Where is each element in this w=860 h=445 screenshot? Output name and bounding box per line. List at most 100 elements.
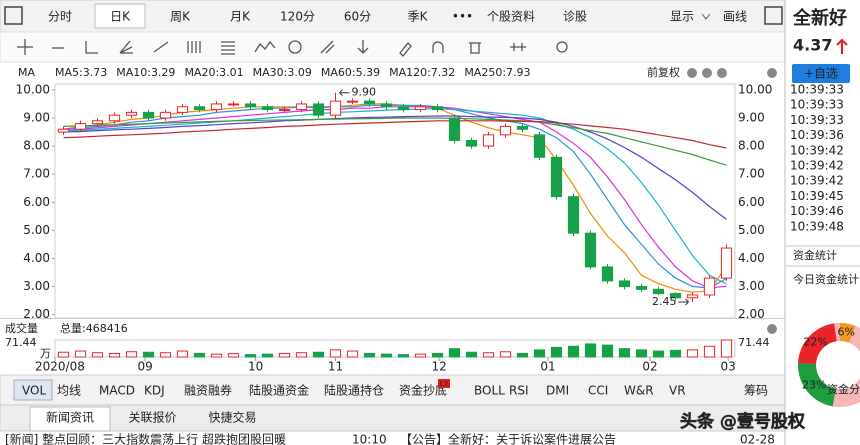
donut-label: 6% (837, 326, 854, 339)
candle-body (125, 111, 138, 116)
volume-bar (703, 345, 716, 358)
period-tab[interactable]: 季K (408, 10, 429, 24)
legend-entry: MA20:3.01 (184, 66, 243, 79)
donut-segment (798, 323, 837, 364)
zoom-button[interactable] (717, 68, 727, 78)
period-tab[interactable]: 120分 (280, 10, 315, 24)
y-tick-label-right: 10.00 (738, 82, 772, 96)
volume-bar (295, 352, 308, 358)
donut-segment (840, 323, 856, 343)
legend-entry: MA5:3.73 (55, 66, 107, 79)
candle-body (482, 134, 495, 147)
draw-toolbar (0, 31, 786, 63)
trade-time: 10:39:42 (790, 174, 844, 188)
add-watchlist[interactable]: +自选 (804, 67, 838, 81)
candle-body (584, 232, 597, 268)
notice-title[interactable]: 【公告】全新好：关于诉讼案件进展公告 (400, 432, 616, 445)
trade-time: 10:39:33 (790, 83, 844, 97)
period-tab[interactable]: 60分 (344, 10, 371, 24)
x-tick-label: 09 (137, 360, 152, 374)
donut-label: 22% (803, 336, 827, 349)
min-label: 2.45 (652, 295, 677, 308)
max-label: 9.90 (352, 86, 377, 99)
stock-price: 4.37 (793, 36, 832, 55)
period-tab[interactable]: 日K (110, 10, 131, 24)
news-tab[interactable]: 关联报价 (128, 410, 176, 425)
trade-time: 10:39:48 (790, 219, 844, 233)
badge: L2 (440, 380, 448, 388)
candle-body (57, 128, 70, 133)
volume-bar (193, 352, 206, 358)
indicator-tab[interactable]: BOLL (474, 384, 505, 398)
x-tick-label: 12 (432, 360, 447, 374)
x-tick-label: 11 (328, 360, 343, 374)
panel-toggle[interactable] (4, 6, 23, 25)
settings-button[interactable] (767, 324, 777, 334)
volume-bar (210, 353, 223, 358)
active-tab-bg (94, 3, 146, 29)
indicator-tab[interactable]: 陆股通持仓 (324, 383, 384, 398)
period-tab[interactable]: 个股资料 (487, 10, 535, 24)
trade-time: 10:39:33 (790, 113, 844, 127)
period-tab[interactable]: 诊股 (563, 10, 587, 24)
period-tab[interactable]: 周K (170, 10, 191, 24)
candle-body (278, 109, 291, 112)
candle-body (499, 125, 512, 136)
news-tab[interactable]: 新闻资讯 (46, 410, 94, 425)
indicator-tab[interactable]: 筹码 (744, 384, 768, 398)
adjust-mode[interactable]: 前复权 (647, 65, 680, 79)
volume-total: 总量:468416 (60, 321, 128, 335)
indicator-tab[interactable]: DMI (546, 384, 569, 398)
volume-bar (550, 346, 563, 358)
bottom-tabs-bar (0, 404, 786, 432)
news-tab[interactable]: 快捷交易 (208, 410, 256, 425)
indicator-tab[interactable]: RSI (509, 384, 529, 398)
zoom-button[interactable] (687, 68, 697, 78)
indicator-tab[interactable]: 均线 (57, 384, 81, 398)
indicator-tab[interactable]: W&R (624, 384, 654, 398)
candle-body (74, 123, 87, 130)
toolbar-button[interactable]: 画线 (723, 10, 747, 24)
volume-bar (533, 349, 546, 358)
legend-entry: MA10:3.29 (116, 66, 175, 79)
candle-body (210, 103, 223, 111)
indicator-tab[interactable]: 融资融券 (184, 383, 232, 398)
x-tick-label: 2020/08 (35, 360, 85, 374)
indicator-tab[interactable]: VR (669, 384, 686, 398)
candle-body (516, 125, 529, 130)
y-tick-label: 4.00 (23, 251, 50, 265)
y-tick-label: 7.00 (23, 167, 50, 181)
indicator-tab[interactable]: CCI (588, 384, 608, 398)
candle-body (159, 111, 172, 119)
period-tab[interactable]: 月K (230, 10, 251, 24)
news-title[interactable]: [新闻] 整点回顾：三大指数震荡上行 超跌抱团股回暖 (5, 432, 286, 445)
badge-bg (438, 379, 450, 388)
add-watchlist-bg[interactable] (792, 64, 850, 83)
indicator-tab[interactable]: 陆股通资金 (249, 383, 309, 398)
panel-toggle[interactable] (764, 6, 783, 25)
trade-time: 10:39:33 (790, 98, 844, 112)
y-tick-label-right: 3.00 (738, 279, 765, 293)
zoom-button[interactable] (702, 68, 712, 78)
period-tab[interactable]: 分时 (48, 10, 72, 24)
candle-body (720, 247, 733, 279)
indicator-tab[interactable]: MACD (99, 384, 135, 398)
volume-bar (686, 349, 699, 358)
volume-bar (108, 352, 121, 358)
volume-bar (601, 344, 614, 358)
toolbar-button[interactable]: 显示 (670, 10, 694, 24)
volume-bar (567, 345, 580, 358)
indicator-tab[interactable]: KDJ (144, 384, 165, 398)
active-news-tab (29, 406, 111, 432)
y-tick-label: 9.00 (23, 110, 50, 124)
period-tab[interactable]: ••• (452, 10, 473, 24)
ma-line (63, 103, 727, 293)
volume-tick-label: 71.44 (5, 336, 37, 349)
settings-button[interactable] (767, 68, 777, 78)
y-tick-label-right: 7.00 (738, 167, 765, 181)
indicator-tab[interactable]: 资金抄底 (399, 383, 447, 398)
indicator-tab[interactable]: VOL (22, 384, 46, 398)
candle-body (550, 156, 563, 198)
candle-body (380, 103, 393, 108)
